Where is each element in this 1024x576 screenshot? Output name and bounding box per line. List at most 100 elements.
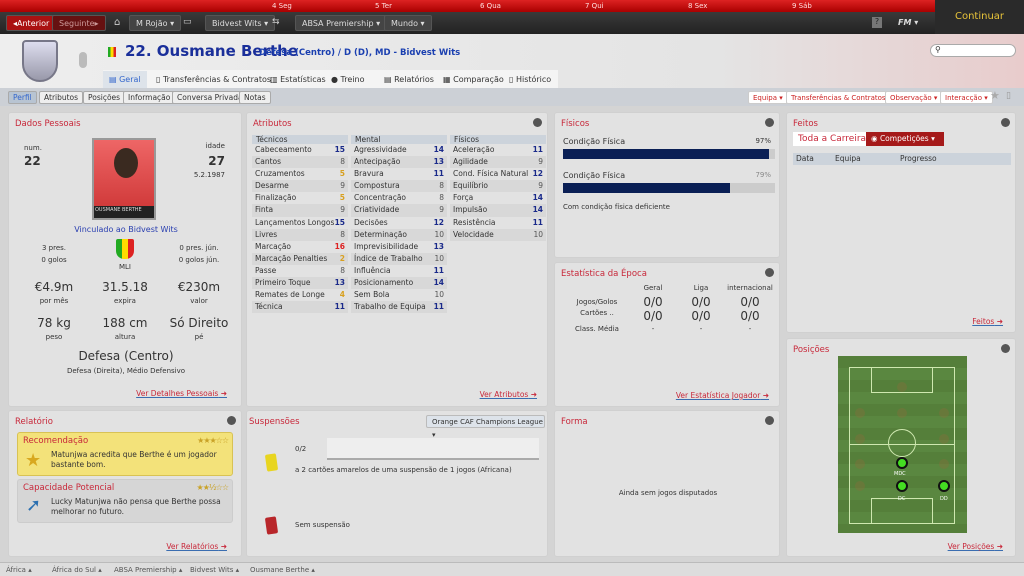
help-icon[interactable]: ? <box>872 17 882 28</box>
attribute-row[interactable]: Sem Bola 10 <box>351 289 447 301</box>
attribute-row[interactable]: Posicionamento 14 <box>351 277 447 290</box>
breadcrumb-item[interactable]: Ousmane Berthe ▴ <box>250 566 315 574</box>
attribute-row[interactable]: Compostura 8 <box>351 180 447 193</box>
attribute-row[interactable]: Força 14 <box>450 192 546 204</box>
attribute-row[interactable]: Bravura 11 <box>351 168 447 180</box>
attribute-row[interactable]: Remates de Longe 4 <box>252 289 348 301</box>
attribute-row[interactable]: Finalização 5 <box>252 192 348 204</box>
continue-button[interactable]: Continuar <box>935 0 1024 34</box>
attribute-row[interactable]: Aceleração 11 <box>450 144 546 156</box>
subtab-conversa[interactable]: Conversa Privada <box>172 91 248 104</box>
breadcrumb-item[interactable]: África ▴ <box>6 566 32 574</box>
star-icon[interactable]: ★ <box>990 89 1000 102</box>
tab-stats[interactable]: ▥ Estatísticas <box>270 75 326 84</box>
attribute-row[interactable]: Resistência 11 <box>450 217 546 229</box>
stat-value: 0/0 <box>691 309 711 323</box>
club-menu[interactable]: Bidvest Wits ▾ <box>205 15 276 31</box>
attribute-row[interactable]: Técnica 11 <box>252 301 348 314</box>
panel-menu-icon[interactable] <box>1001 344 1010 353</box>
breadcrumb-item[interactable]: África do Sul ▴ <box>52 566 102 574</box>
attribute-row[interactable]: Determinação 10 <box>351 228 447 241</box>
panel-menu-icon[interactable] <box>533 118 542 127</box>
day[interactable]: 6 Qua <box>480 2 501 10</box>
tab-comparison[interactable]: ▦ Comparação <box>443 75 504 84</box>
home-icon[interactable]: ⌂ <box>114 17 121 28</box>
interaction-menu[interactable]: Interacção ▾ <box>940 91 993 104</box>
inbox-icon[interactable]: ▭ <box>183 17 192 27</box>
panel-menu-icon[interactable] <box>765 268 774 277</box>
attribute-row[interactable]: Influência 11 <box>351 265 447 277</box>
competition-dropdown[interactable]: Orange CAF Champions League ▾ <box>426 415 545 439</box>
day[interactable]: 5 Ter <box>375 2 392 10</box>
attribute-row[interactable]: Impulsão 14 <box>450 204 546 217</box>
breadcrumb-item[interactable]: ABSA Premiership ▴ <box>114 566 183 574</box>
attribute-row[interactable]: Antecipação 13 <box>351 156 447 169</box>
day[interactable]: 7 Qui <box>585 2 604 10</box>
attribute-row[interactable]: Agilidade 9 <box>450 156 546 169</box>
panel-menu-icon[interactable] <box>765 118 774 127</box>
attribute-row[interactable]: Agressividade 14 <box>351 144 447 156</box>
team-menu[interactable]: Equipa ▾ <box>748 91 788 104</box>
attribute-row[interactable]: Primeiro Toque 13 <box>252 277 348 290</box>
attribute-row[interactable]: Concentração 8 <box>351 192 447 204</box>
forward-button[interactable]: Seguinte▸ <box>52 15 106 31</box>
competitions-dropdown[interactable]: ◉ Competições ▾ <box>866 132 944 146</box>
breadcrumb-item[interactable]: Bidvest Wits ▴ <box>190 566 240 574</box>
attribute-row[interactable]: Imprevisibilidade 13 <box>351 241 447 253</box>
swap-icon[interactable]: ⇆ <box>272 17 280 27</box>
panel-menu-icon[interactable] <box>1001 118 1010 127</box>
attribute-row[interactable]: Cantos 8 <box>252 156 348 169</box>
attribute-row[interactable]: Cabeceamento 15 <box>252 144 348 156</box>
attribute-row[interactable]: Criatividade 9 <box>351 204 447 217</box>
search-input[interactable]: ⚲ <box>930 44 1016 57</box>
attribute-row[interactable]: Índice de Trabalho 10 <box>351 252 447 265</box>
add-icon[interactable]: ▯ <box>1006 91 1011 101</box>
personal-details-link[interactable]: Ver Detalhes Pessoais ➜ <box>136 389 227 398</box>
player-stats-link[interactable]: Ver Estatística Jogador ➜ <box>675 391 769 400</box>
career-tab[interactable]: Toda a Carreira <box>793 132 872 146</box>
day[interactable]: 9 Sáb <box>792 2 812 10</box>
subtab-notas[interactable]: Notas <box>239 91 271 104</box>
tab-geral[interactable]: ▤ Geral <box>103 71 147 88</box>
attribute-row[interactable]: Cond. Física Natural 12 <box>450 168 546 180</box>
subtab-atributos[interactable]: Atributos <box>39 91 84 104</box>
achievements-link[interactable]: Feitos ➜ <box>972 317 1003 326</box>
league-menu[interactable]: ABSA Premiership ▾ <box>295 15 388 31</box>
subtab-perfil[interactable]: Perfil <box>8 91 37 104</box>
day[interactable]: 8 Sex <box>688 2 708 10</box>
attributes-link[interactable]: Ver Atributos ➜ <box>479 390 537 399</box>
reports-link[interactable]: Ver Relatórios ➜ <box>166 542 227 551</box>
attribute-row[interactable]: Equilíbrio 9 <box>450 180 546 193</box>
tab-history[interactable]: ▯ Histórico <box>509 75 552 84</box>
attribute-row[interactable]: Trabalho de Equipa 11 <box>351 301 447 314</box>
back-button[interactable]: ◂Anterior <box>6 15 57 31</box>
positions-link[interactable]: Ver Posições ➜ <box>947 542 1003 551</box>
attribute-row[interactable]: Cruzamentos 5 <box>252 168 348 180</box>
fm-menu[interactable]: FM ▾ <box>898 18 919 27</box>
panel-menu-icon[interactable] <box>765 416 774 425</box>
subtab-posicoes[interactable]: Posições <box>83 91 126 104</box>
attribute-row[interactable]: Finta 9 <box>252 204 348 217</box>
tab-transfers[interactable]: ▯ Transferências & Contratos <box>156 75 272 84</box>
subtab-informacao[interactable]: Informação <box>123 91 176 104</box>
player-scroll-arrows[interactable] <box>79 52 87 68</box>
contract-status[interactable]: Vinculado ao Bidvest Wits <box>74 225 178 234</box>
panel-menu-icon[interactable] <box>227 416 236 425</box>
scouting-menu[interactable]: Observação ▾ <box>885 91 943 104</box>
tab-training[interactable]: ● Treino <box>331 75 365 84</box>
attribute-row[interactable]: Marcação Penalties 2 <box>252 252 348 265</box>
position-slot <box>939 459 949 469</box>
manager-menu[interactable]: M Rojão ▾ <box>129 15 182 31</box>
attribute-row[interactable]: Velocidade 10 <box>450 228 546 241</box>
attribute-row[interactable]: Marcação 16 <box>252 241 348 253</box>
attribute-row[interactable]: Passe 8 <box>252 265 348 277</box>
attribute-row[interactable]: Livres 8 <box>252 228 348 241</box>
tab-reports[interactable]: ▤ Relatórios <box>384 75 434 84</box>
attribute-row[interactable]: Lançamentos Longos 15 <box>252 217 348 229</box>
world-menu[interactable]: Mundo ▾ <box>384 15 432 31</box>
attribute-name: Agressividade <box>354 145 407 154</box>
attribute-row[interactable]: Decisões 12 <box>351 217 447 229</box>
day[interactable]: 4 Seg <box>272 2 292 10</box>
attribute-row[interactable]: Desarme 9 <box>252 180 348 193</box>
transfers-menu[interactable]: Transferências & Contratos ▾ <box>786 91 897 104</box>
